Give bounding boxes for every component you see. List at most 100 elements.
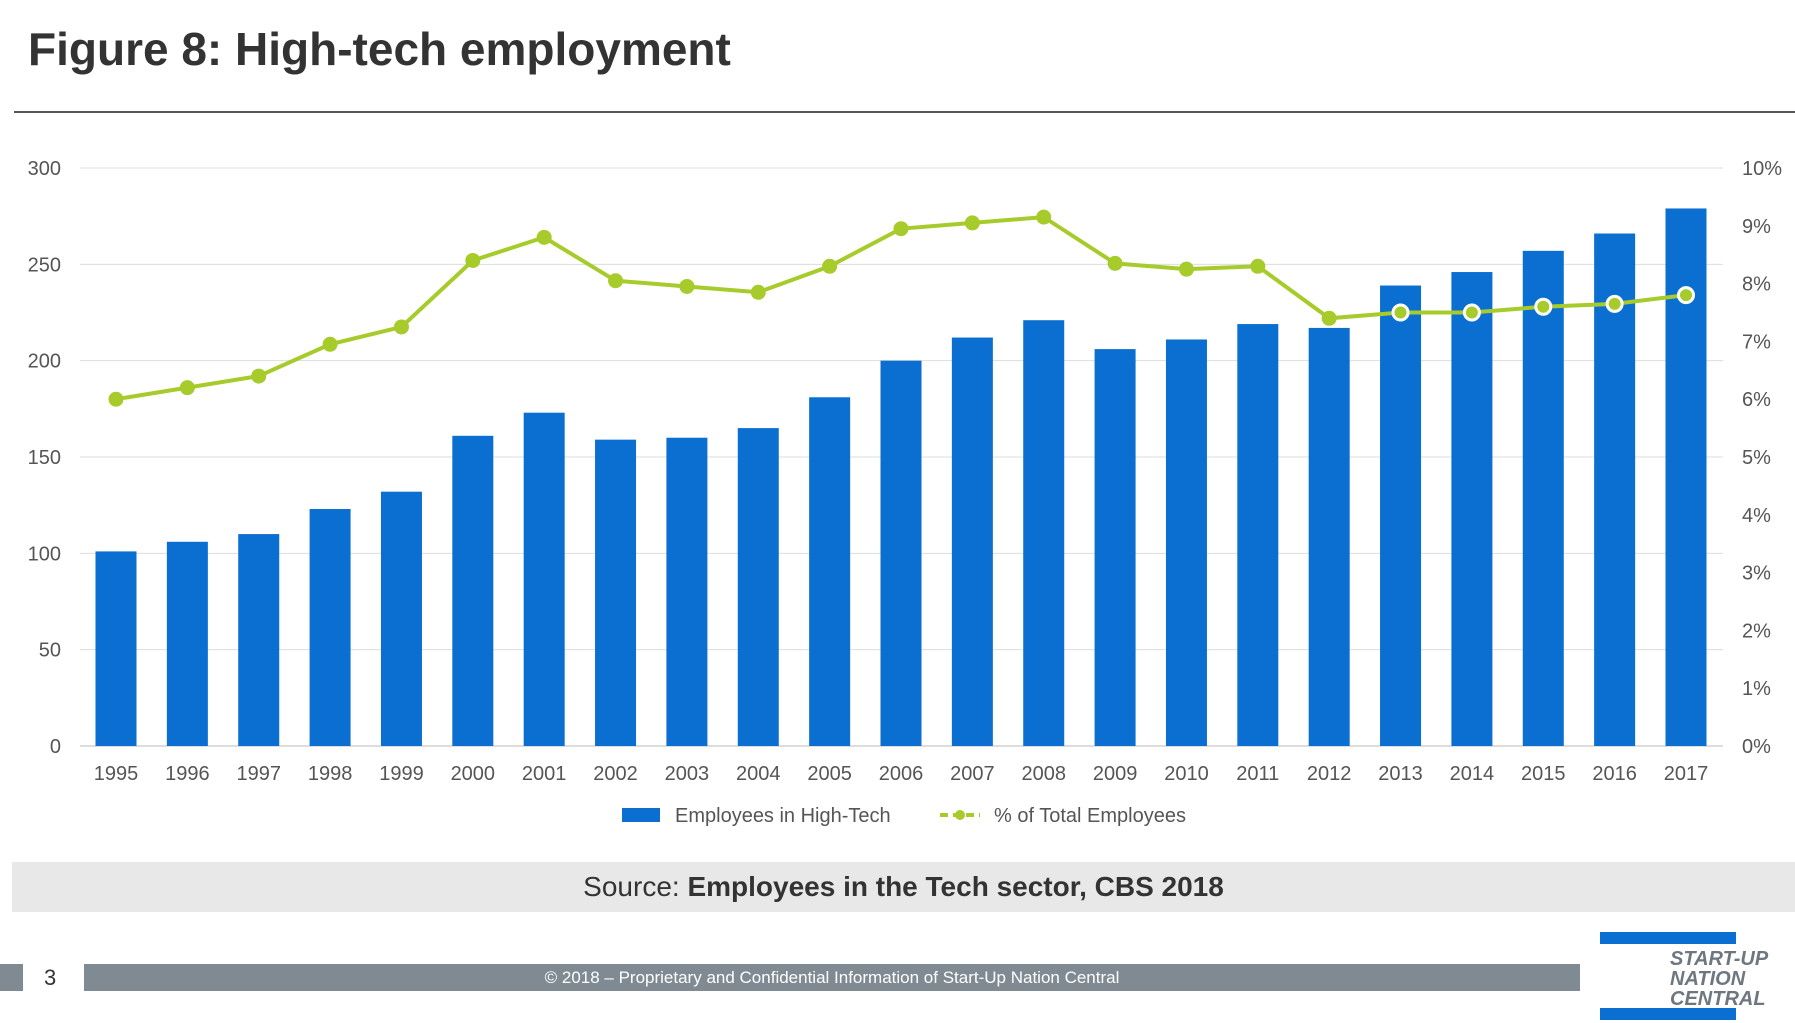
bar-2007 <box>951 337 993 746</box>
bar-2001 <box>523 412 565 746</box>
x-axis-tick-label: 1995 <box>94 763 139 785</box>
bar-2009 <box>1094 349 1136 746</box>
page-number: 3 <box>44 965 57 990</box>
percent-point-2015 <box>1534 297 1553 316</box>
logo-bar-bottom <box>1600 1008 1736 1020</box>
right-axis-tick-label: 10% <box>1742 158 1782 180</box>
logo-bar-top <box>1600 932 1736 944</box>
x-axis-tick-label: 1998 <box>308 763 353 785</box>
percent-point-2013 <box>1391 303 1410 322</box>
left-axis-tick-label: 0 <box>50 736 61 758</box>
right-axis-tick-label: 7% <box>1742 331 1771 353</box>
copyright-text: © 2018 – Proprietary and Confidential In… <box>544 968 1120 987</box>
percent-point-1996 <box>179 380 195 396</box>
bar-2012 <box>1308 327 1350 746</box>
percent-point-2001 <box>536 229 552 245</box>
bar-1996 <box>166 541 208 746</box>
percent-point-2003 <box>679 278 695 294</box>
x-axis-tick-label: 2006 <box>879 763 924 785</box>
right-axis-tick-label: 2% <box>1742 620 1771 642</box>
bar-2014 <box>1451 272 1493 746</box>
bar-2003 <box>666 437 708 746</box>
chart-title: Figure 8: High-tech employment <box>28 23 731 75</box>
right-axis-tick-label: 5% <box>1742 447 1771 469</box>
percent-point-2000 <box>465 252 481 268</box>
right-axis-tick-label: 6% <box>1742 389 1771 411</box>
legend-label-line: % of Total Employees <box>994 805 1186 827</box>
x-axis-tick-label: 1997 <box>236 763 281 785</box>
x-axis-tick-label: 2007 <box>950 763 995 785</box>
logo-text: START-UP NATION CENTRAL <box>1670 948 1769 1010</box>
percent-point-1999 <box>393 319 409 335</box>
bar-2006 <box>880 360 922 746</box>
footer-bar: © 2018 – Proprietary and Confidential In… <box>84 964 1580 991</box>
percent-point-2002 <box>608 273 624 289</box>
percent-point-2006 <box>893 221 909 237</box>
bar-2015 <box>1522 250 1564 746</box>
percent-point-1997 <box>251 368 267 384</box>
bar-2004 <box>737 428 779 746</box>
right-axis-tick-label: 3% <box>1742 563 1771 585</box>
x-axis-tick-label: 2000 <box>451 763 496 785</box>
bar-2010 <box>1165 339 1207 746</box>
x-axis-tick-label: 2010 <box>1164 763 1209 785</box>
percent-point-2010 <box>1178 261 1194 277</box>
x-axis-tick-label: 2015 <box>1521 763 1566 785</box>
legend-label-bars: Employees in High-Tech <box>675 805 891 827</box>
percent-point-2016 <box>1605 294 1624 313</box>
x-axis-tick-label: 2013 <box>1378 763 1423 785</box>
x-axis-tick-label: 2002 <box>593 763 638 785</box>
source-text: Employees in the Tech sector, CBS 2018 <box>687 871 1224 902</box>
percent-point-2011 <box>1250 258 1266 274</box>
legend-swatch-bars <box>622 808 660 822</box>
percent-point-2017 <box>1677 286 1695 305</box>
percent-point-2004 <box>750 284 766 300</box>
bar-2011 <box>1237 324 1279 746</box>
right-axis-tick-label: 9% <box>1742 216 1771 238</box>
bar-2008 <box>1023 320 1065 746</box>
x-axis-tick-label: 1996 <box>165 763 210 785</box>
start-up-nation-central-logo: START-UP NATION CENTRAL <box>1600 932 1790 1020</box>
left-axis-tick-label: 200 <box>28 351 61 373</box>
x-axis-tick-label: 2012 <box>1307 763 1352 785</box>
source-band: Source: Employees in the Tech sector, CB… <box>12 862 1795 912</box>
x-axis-tick-label: 2014 <box>1450 763 1495 785</box>
right-axis-tick-label: 1% <box>1742 678 1771 700</box>
left-axis-tick-label: 50 <box>39 640 61 662</box>
right-axis-tick-label: 4% <box>1742 505 1771 527</box>
x-axis-tick-label: 2001 <box>522 763 567 785</box>
bar-1999 <box>380 491 422 746</box>
title-divider <box>14 111 1795 113</box>
bar-1995 <box>95 551 137 746</box>
left-axis-tick-label: 300 <box>28 158 61 180</box>
percent-point-2012 <box>1321 310 1337 326</box>
right-axis-tick-label: 8% <box>1742 274 1771 296</box>
x-axis-tick-label: 2016 <box>1592 763 1637 785</box>
bar-2005 <box>809 397 851 746</box>
x-axis-tick-label: 2003 <box>665 763 710 785</box>
x-axis-tick-label: 2005 <box>807 763 852 785</box>
x-axis-tick-label: 2008 <box>1021 763 1066 785</box>
chart: 0 50 100 150 200 250 300 0% 1% 2% 3% 4% 5% 6% 7% 8% 9% 10… <box>28 158 1783 827</box>
x-axis-tick-label: 2011 <box>1236 763 1279 785</box>
percent-point-2009 <box>1107 255 1123 271</box>
x-axis-tick-label: 2004 <box>736 763 781 785</box>
bar-2013 <box>1380 285 1422 746</box>
x-axis-tick-label: 1999 <box>379 763 424 785</box>
x-axis-tick-label: 2017 <box>1664 763 1709 785</box>
percent-point-2014 <box>1462 303 1481 322</box>
legend-marker-line <box>955 810 965 820</box>
percent-point-2008 <box>1036 209 1052 225</box>
bar-1997 <box>238 534 280 746</box>
bar-2002 <box>595 439 637 746</box>
percent-point-1998 <box>322 336 338 352</box>
left-axis-tick-label: 150 <box>28 447 61 469</box>
bar-2016 <box>1594 233 1636 747</box>
bar-1998 <box>309 509 351 746</box>
percent-point-2007 <box>964 215 980 231</box>
left-axis-tick-label: 250 <box>28 254 61 276</box>
bar-2000 <box>452 435 494 746</box>
x-axis-tick-label: 2009 <box>1093 763 1138 785</box>
percent-point-1995 <box>108 391 124 407</box>
page-marker <box>0 964 23 991</box>
